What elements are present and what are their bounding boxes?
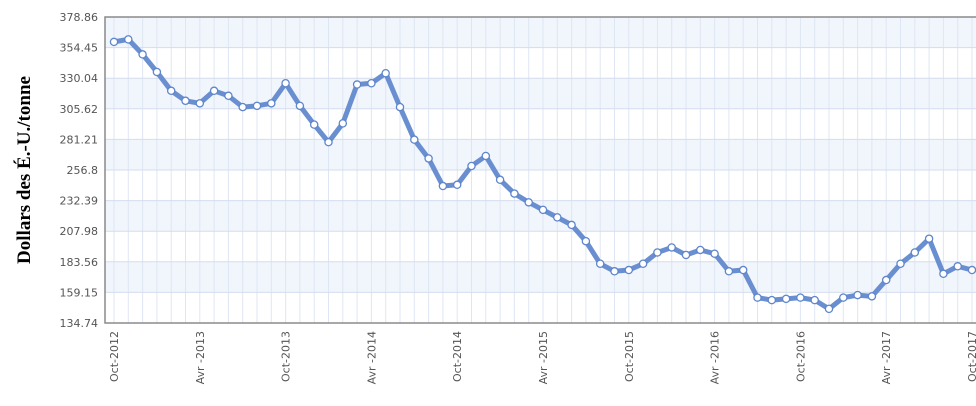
y-tick-label: 378.86: [60, 11, 99, 24]
plot-band: [105, 139, 976, 170]
x-tick-label: Oct-2012: [108, 331, 121, 382]
data-point: [696, 245, 705, 255]
data-point: [395, 102, 405, 112]
x-tick-label: Avr -2013: [194, 331, 207, 384]
data-point: [796, 293, 805, 302]
y-tick-label: 207.98: [60, 225, 99, 238]
y-tick-label: 281.21: [60, 133, 99, 146]
data-point: [538, 205, 548, 215]
data-point: [338, 119, 348, 128]
y-tick-label: 183.56: [60, 256, 99, 269]
data-point: [681, 250, 691, 260]
data-point: [953, 262, 962, 271]
data-point: [939, 269, 948, 279]
data-point: [810, 295, 819, 305]
data-point: [252, 101, 262, 111]
x-tick-label: Oct-2014: [451, 331, 464, 382]
x-tick-label: Oct-2013: [280, 331, 293, 382]
plot-band: [105, 17, 976, 48]
data-point: [124, 35, 133, 44]
x-tick-label: Avr -2016: [709, 331, 722, 384]
data-point: [910, 248, 920, 257]
data-point: [581, 236, 591, 246]
plot-band: [105, 200, 976, 232]
data-point: [309, 120, 319, 129]
data-point: [867, 292, 877, 301]
data-point: [595, 259, 605, 269]
data-point: [724, 267, 734, 276]
data-point: [853, 290, 862, 300]
data-point: [295, 101, 305, 111]
data-point: [424, 154, 433, 163]
data-point: [967, 265, 976, 275]
data-point: [638, 259, 648, 269]
plot-band: [105, 108, 976, 140]
data-point: [324, 137, 333, 147]
y-axis-label: Dollars des É.-U./tonne: [13, 76, 35, 264]
data-point: [281, 79, 290, 88]
data-point: [495, 175, 505, 185]
data-point: [738, 265, 748, 275]
data-point: [710, 249, 719, 258]
series-points: [109, 35, 976, 314]
data-point: [352, 80, 362, 89]
data-point: [767, 295, 777, 305]
data-point: [896, 259, 905, 269]
y-tick-label: 305.62: [60, 103, 99, 116]
data-point: [166, 86, 176, 96]
y-tick-labels: 378.86 354.45 330.04 305.62 281.21 256.8 232.3…: [60, 11, 99, 330]
data-point: [467, 161, 476, 171]
y-tick-label: 256.8: [67, 164, 99, 177]
data-point: [667, 243, 676, 252]
data-point: [653, 248, 662, 257]
x-tick-label: Avr -2015: [537, 331, 550, 384]
data-point: [624, 265, 634, 275]
data-point: [881, 275, 891, 285]
plot-band: [105, 78, 976, 109]
data-point: [224, 91, 233, 101]
y-tick-label: 232.39: [60, 195, 99, 208]
data-point: [610, 267, 619, 276]
y-tick-label: 354.45: [60, 42, 99, 55]
y-tick-label: 159.15: [60, 286, 99, 299]
plot-band: [105, 47, 976, 79]
data-point: [452, 180, 462, 190]
data-point: [367, 79, 376, 88]
data-point: [109, 37, 119, 47]
plot-band: [105, 170, 976, 201]
x-tick-label: Oct-2015: [623, 331, 636, 382]
data-point: [567, 220, 576, 230]
data-point: [781, 294, 791, 304]
x-tick-label: Oct-2017: [966, 331, 976, 382]
data-point: [238, 102, 247, 112]
data-point: [553, 213, 562, 222]
y-tick-label: 134.74: [60, 317, 99, 330]
data-point: [138, 50, 147, 59]
data-point: [839, 293, 848, 302]
data-point: [181, 96, 190, 106]
data-point: [524, 198, 533, 207]
data-point: [381, 68, 390, 78]
x-tick-label: Oct-2016: [794, 331, 807, 382]
data-point: [267, 99, 276, 108]
plot-band: [105, 261, 976, 293]
data-point: [410, 135, 419, 144]
data-point: [924, 234, 934, 243]
y-tick-label: 330.04: [60, 72, 99, 85]
data-point: [438, 181, 448, 191]
plot-area-frame: [104, 16, 976, 324]
data-point: [209, 86, 219, 96]
data-point: [824, 304, 834, 314]
data-point: [510, 189, 519, 198]
data-point: [753, 293, 762, 302]
plot-background-bands: [105, 17, 976, 323]
x-tick-label: Avr -2014: [365, 331, 378, 384]
data-point: [195, 99, 205, 108]
data-point: [481, 151, 491, 161]
data-point: [152, 67, 162, 77]
x-tick-label: Avr -2017: [880, 331, 893, 384]
plot-band: [105, 231, 976, 262]
x-tick-labels: Oct-2012 Avr -2013 Oct-2013 Avr -2014 Oct-20…: [108, 331, 976, 384]
